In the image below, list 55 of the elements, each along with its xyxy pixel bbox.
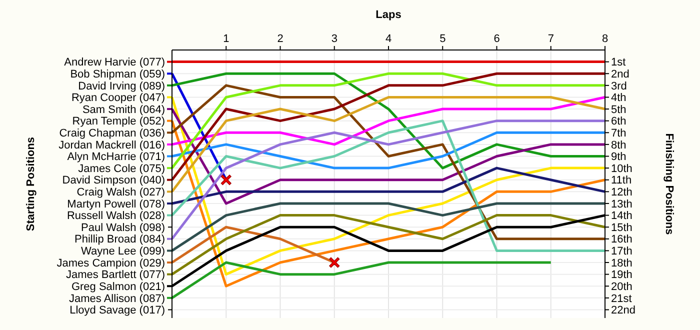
legend-label: James Cole (075) (78, 162, 165, 175)
y-tick-label: 20th (611, 280, 632, 293)
x-tick-label: 1 (223, 33, 230, 45)
y-tick-label: 2nd (611, 68, 630, 80)
legend-label: David Irving (089) (78, 80, 165, 92)
y-tick-label: 21st (611, 292, 632, 305)
legend-label: Sam Smith (064) (82, 104, 165, 116)
text: Paul Walsh (098) (81, 222, 165, 234)
x-tick-label: 5 (440, 33, 446, 45)
x-tick-label: 4 (385, 33, 392, 45)
legend-label: Greg Salmon (021) (71, 280, 165, 293)
y-tick-label: 5th (611, 104, 626, 116)
text: Lloyd Savage (017) (70, 304, 165, 317)
legend-label: Ryan Temple (052) (72, 116, 165, 128)
y-tick-label: 14th (611, 210, 632, 222)
y-tick-label: 19th (611, 269, 632, 282)
x-tick-label: 6 (494, 33, 500, 45)
legend-label: Phillip Broad (084) (74, 234, 165, 246)
legend-label: James Bartlett (077) (66, 269, 165, 282)
y-tick-label: 1st (611, 56, 626, 69)
y-tick-label: 9th (611, 151, 626, 164)
x-tick-label: 7 (548, 33, 554, 45)
x-tick-label: 3 (331, 33, 338, 45)
y-tick-label: 3rd (611, 80, 627, 92)
y-tick-label: 18th (611, 257, 632, 270)
legend-label: David Simpson (040) (62, 174, 165, 187)
legend-label: Wayne Lee (099) (81, 246, 165, 258)
y-tick-label: 7th (611, 127, 626, 140)
y-axis-title: Finishing Positions (663, 133, 675, 235)
legend-label: James Campion (029) (56, 257, 165, 270)
legend-label: Craig Walsh (027) (76, 186, 165, 199)
y-tick-label: 13th (611, 198, 632, 210)
y-tick-label: 17th (611, 246, 632, 258)
y-tick-label: 16th (611, 234, 632, 246)
legend-label: Andrew Harvie (077) (64, 56, 165, 69)
legend-label: Jordan Mackrell (016) (58, 139, 165, 152)
y-tick-label: 4th (611, 92, 626, 104)
y-tick-label: 10th (611, 162, 632, 175)
legend-label: Martyn Powell (078) (67, 198, 165, 210)
x-axis-title: Laps (376, 9, 402, 21)
y-tick-label: 8th (611, 139, 626, 152)
y-tick-label: 22nd (611, 304, 636, 317)
y-tick-label: 11th (611, 174, 632, 187)
legend-label: Bob Shipman (059) (70, 68, 165, 80)
legend-label: Russell Walsh (028) (66, 210, 165, 222)
y-tick-label: 6th (611, 116, 626, 128)
y-tick-label: 15th (611, 222, 632, 234)
legend-label: James Allison (087) (69, 292, 165, 305)
legend-label: Ryan Cooper (047) (71, 92, 165, 104)
legend-title: Starting Positions (25, 136, 37, 232)
x-tick-label: 2 (277, 33, 284, 45)
x-tick-label: 8 (602, 33, 608, 45)
y-tick-label: 12th (611, 186, 632, 199)
legend-label: Craig Chapman (036) (59, 127, 165, 140)
legend-label: Alyn McHarrie (071) (67, 151, 165, 164)
